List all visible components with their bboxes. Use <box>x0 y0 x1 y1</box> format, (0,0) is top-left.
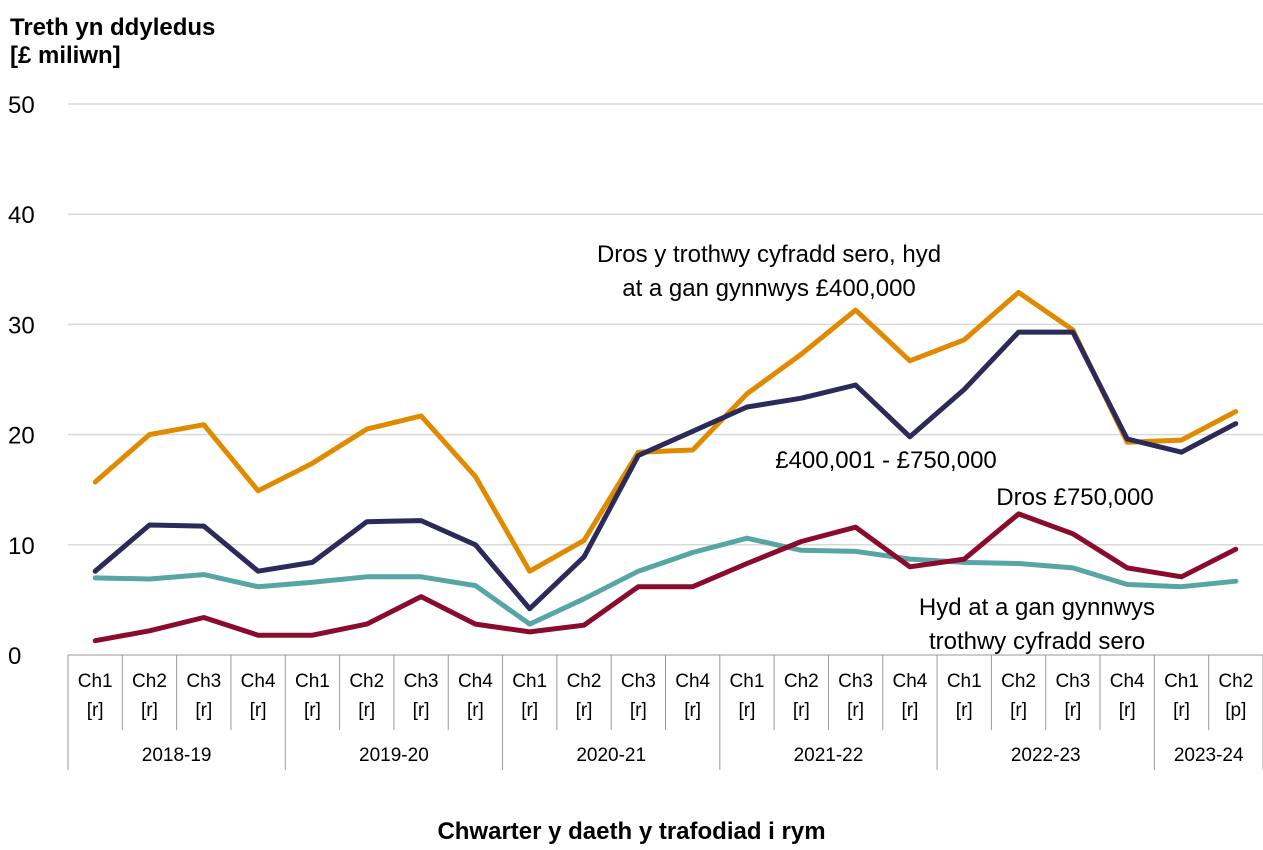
year-label: 2022-23 <box>1011 745 1081 766</box>
x-tick-label: Ch4 <box>241 671 276 692</box>
y-tick-label: 40 <box>8 202 35 229</box>
x-tick-flag: [r] <box>467 700 484 721</box>
line-chart: 0 10 20 30 40 50 Ch1 [r] Ch2 [r] Ch3 [r] Ch4 [r] Ch1 [r… <box>8 92 1263 770</box>
y-tick-label: 10 <box>8 533 35 560</box>
x-tick-flag: [r] <box>87 700 104 721</box>
x-tick-label: Ch2 <box>784 671 819 692</box>
x-tick-flag: [r] <box>739 700 756 721</box>
x-tick-label: Ch4 <box>893 671 928 692</box>
x-tick-flag: [r] <box>250 700 267 721</box>
y-tick-label: 20 <box>8 423 35 450</box>
x-tick-label: Ch3 <box>621 671 656 692</box>
x-tick-label: Ch3 <box>1055 671 1090 692</box>
year-label: 2020-21 <box>576 745 646 766</box>
x-tick-label: Ch1 <box>512 671 547 692</box>
year-label: 2021-22 <box>794 745 864 766</box>
series-annotation-1: Hyd at a gan gynnwys trothwy cyfradd sero <box>919 594 1155 655</box>
series-annotation-3: £400,001 - £750,000 <box>775 447 997 474</box>
x-axis-title: Chwarter y daeth y trafodiad i rym <box>437 818 826 845</box>
x-tick-flag: [r] <box>630 700 647 721</box>
x-tick-label: Ch1 <box>947 671 982 692</box>
x-tick-label: Ch2 <box>132 671 167 692</box>
y-axis-title: Treth yn ddyledus [£ miliwn] <box>10 14 215 70</box>
x-tick-label: Ch4 <box>458 671 493 692</box>
series-annotation-2: Dros y trothwy cyfradd sero, hyd at a gan… <box>597 241 941 302</box>
x-tick-flag: [r] <box>195 700 212 721</box>
x-tick-flag: [r] <box>1173 700 1190 721</box>
x-tick-flag: [r] <box>956 700 973 721</box>
series-line-4 <box>92 511 1239 644</box>
x-tick-label: Ch2 <box>1001 671 1036 692</box>
x-tick-label: Ch1 <box>295 671 330 692</box>
y-tick-label: 0 <box>8 643 21 670</box>
year-label: 2019-20 <box>359 745 429 766</box>
x-tick-flag: [r] <box>1064 700 1081 721</box>
series-line-1 <box>92 535 1239 627</box>
x-tick-label: Ch4 <box>1110 671 1145 692</box>
x-tick-label: Ch3 <box>404 671 439 692</box>
x-tick-flag: [r] <box>304 700 321 721</box>
x-tick-label: Ch2 <box>567 671 602 692</box>
x-tick-flag: [r] <box>847 700 864 721</box>
x-tick-label: Ch1 <box>78 671 113 692</box>
series-annotation-4: Dros £750,000 <box>996 484 1153 511</box>
x-tick-flag: [r] <box>576 700 593 721</box>
x-tick-flag: [r] <box>413 700 430 721</box>
x-tick-flag: [r] <box>684 700 701 721</box>
series-line-2 <box>92 289 1239 574</box>
x-tick-label: Ch4 <box>675 671 710 692</box>
x-tick-label: Ch1 <box>1164 671 1199 692</box>
year-label: 2018-19 <box>142 745 212 766</box>
x-tick-label: Ch2 <box>1218 671 1253 692</box>
x-tick-flag: [r] <box>793 700 810 721</box>
x-tick-flag: [r] <box>358 700 375 721</box>
x-tick-flag: [p] <box>1225 700 1246 721</box>
y-tick-label: 50 <box>8 92 35 119</box>
year-label: 2023-24 <box>1174 745 1244 766</box>
x-tick-label: Ch3 <box>838 671 873 692</box>
x-tick-flag: [r] <box>901 700 918 721</box>
x-tick-label: Ch2 <box>349 671 384 692</box>
y-tick-label: 30 <box>8 312 35 339</box>
x-tick-label: Ch1 <box>730 671 765 692</box>
x-tick-label: Ch3 <box>186 671 221 692</box>
x-tick-flag: [r] <box>1010 700 1027 721</box>
y-axis-title-line-2: [£ miliwn] <box>10 42 121 69</box>
x-tick-flag: [r] <box>141 700 158 721</box>
x-tick-flag: [r] <box>521 700 538 721</box>
x-tick-flag: [r] <box>1119 700 1136 721</box>
series-line-3 <box>92 329 1239 612</box>
y-axis-title-line-1: Treth yn ddyledus <box>10 14 216 41</box>
